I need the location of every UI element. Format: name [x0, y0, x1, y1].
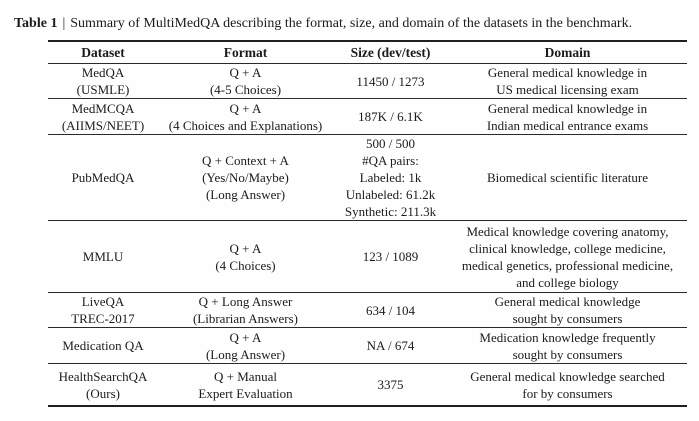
domain-line: Medication knowledge frequently [479, 329, 656, 345]
domain-line: General medical knowledge in [487, 100, 648, 116]
table-caption-text: Summary of MultiMedQA describing the for… [70, 16, 633, 31]
cell-format: Q + Manual Expert Evaluation [158, 368, 333, 402]
cell-size: 3375 [333, 376, 448, 393]
domain-line: General medical knowledge searched [470, 368, 665, 384]
domain-line: and college biology [516, 274, 619, 290]
format-line: (4 Choices and Explanations) [168, 117, 323, 133]
cell-dataset: MedQA (USMLE) [48, 64, 158, 98]
format-line: (Long Answer) [205, 187, 286, 202]
size-line: 500 / 500 [365, 136, 416, 151]
dataset-line: TREC-2017 [71, 311, 135, 326]
format-line: Q + A [229, 240, 262, 256]
cell-size: NA / 674 [333, 337, 448, 354]
column-header-format: Format [223, 45, 268, 60]
size-line: 634 / 104 [365, 302, 416, 318]
cell-domain: Medical knowledge covering anatomy, clini… [448, 223, 687, 291]
size-line: Synthetic: 211.3k [344, 204, 437, 219]
cell-size: 187K / 6.1K [333, 108, 448, 125]
cell-format: Q + Context + A (Yes/No/Maybe) (Long Answe… [158, 152, 333, 203]
size-line: Labeled: 1k [359, 170, 422, 185]
cell-format: Q + Long Answer (Librarian Answers) [158, 293, 333, 327]
table-row: LiveQA TREC-2017 Q + Long Answer (Librarian… [48, 293, 687, 328]
domain-line: Medical knowledge covering anatomy, [466, 223, 669, 239]
domain-line: medical genetics, professional medicine, [461, 257, 674, 273]
table-caption-separator: | [62, 16, 66, 31]
cell-domain: General medical knowledge in Indian medic… [448, 100, 687, 134]
dataset-line: LiveQA [81, 294, 125, 309]
cell-format: Q + A (4 Choices) [158, 240, 333, 274]
format-line: (Yes/No/Maybe) [202, 170, 289, 185]
table-row: MedMCQA (AIIMS/NEET) Q + A (4 Choices and E… [48, 99, 687, 135]
cell-size: 11450 / 1273 [333, 73, 448, 90]
format-line: (4-5 Choices) [209, 82, 282, 97]
cell-size: 634 / 104 [333, 302, 448, 319]
cell-domain: General medical knowledge sought by consu… [448, 293, 687, 327]
format-line: Q + A [229, 329, 262, 345]
size-line: Unlabeled: 61.2k [345, 187, 436, 202]
domain-line: Indian medical entrance exams [486, 117, 649, 133]
cell-dataset: HealthSearchQA (Ours) [48, 368, 158, 402]
dataset-line: PubMedQA [71, 170, 135, 185]
table-header-row: Dataset Format Size (dev/test) Domain [48, 42, 687, 64]
table-row: MedQA (USMLE) Q + A (4-5 Choices) 11450 / 12… [48, 64, 687, 99]
cell-format: Q + A (4 Choices and Explanations) [158, 100, 333, 134]
size-line: 3375 [377, 377, 404, 392]
dataset-line: (AIIMS/NEET) [61, 117, 145, 133]
table-row: HealthSearchQA (Ours) Q + Manual Expert Eva… [48, 364, 687, 405]
domain-line: General medical knowledge in [487, 65, 648, 80]
table-row: PubMedQA Q + Context + A (Yes/No/Maybe) (Lo… [48, 135, 687, 221]
dataset-line: MedMCQA [71, 100, 135, 116]
format-line: Q + A [229, 65, 262, 80]
size-line: 11450 / 1273 [356, 73, 425, 89]
column-header-size: Size (dev/test) [350, 45, 431, 60]
size-line: #QA pairs: [362, 153, 419, 168]
cell-dataset: MedMCQA (AIIMS/NEET) [48, 100, 158, 134]
dataset-line: (USMLE) [76, 82, 130, 97]
format-line: Q + A [229, 100, 262, 116]
column-header-domain: Domain [544, 45, 591, 60]
cell-dataset: PubMedQA [48, 169, 158, 186]
dataset-line: Medication QA [62, 338, 144, 353]
format-line: (Long Answer) [205, 346, 286, 362]
cell-dataset: LiveQA TREC-2017 [48, 293, 158, 327]
table-caption-label: Table 1 [14, 16, 58, 31]
dataset-line: (Ours) [86, 385, 120, 401]
domain-line: US medical licensing exam [496, 82, 639, 97]
domain-line: sought by consumers [512, 311, 623, 326]
domain-line: sought by consumers [512, 346, 623, 362]
table-row: MMLU Q + A (4 Choices) 123 / 1089 Medical kn… [48, 221, 687, 293]
dataset-line: MMLU [82, 249, 124, 264]
format-line: Q + Context + A [202, 153, 289, 168]
dataset-line: MedQA [81, 65, 125, 80]
table-caption: Table 1 | Summary of MultiMedQA describing… [14, 15, 632, 33]
size-line: 123 / 1089 [362, 249, 419, 264]
cell-domain: General medical knowledge searched for by… [448, 368, 687, 402]
dataset-line: HealthSearchQA [58, 368, 148, 384]
datasets-table: Dataset Format Size (dev/test) Domain Me… [48, 40, 687, 407]
cell-domain: Biomedical scientific literature [448, 169, 687, 186]
cell-size: 123 / 1089 [333, 248, 448, 265]
domain-line: for by consumers [522, 385, 613, 401]
cell-domain: General medical knowledge in US medical l… [448, 64, 687, 98]
domain-line: Biomedical scientific literature [487, 170, 648, 185]
size-line: NA / 674 [366, 338, 415, 353]
domain-line: General medical knowledge [494, 294, 641, 309]
cell-dataset: MMLU [48, 248, 158, 265]
cell-size: 500 / 500 #QA pairs: Labeled: 1k Unlabeled:… [333, 135, 448, 220]
column-header-dataset: Dataset [81, 45, 125, 60]
format-line: Q + Long Answer [198, 294, 293, 309]
cell-domain: Medication knowledge frequently sought by… [448, 329, 687, 363]
format-line: (Librarian Answers) [192, 311, 299, 326]
cell-dataset: Medication QA [48, 337, 158, 354]
cell-format: Q + A (Long Answer) [158, 329, 333, 363]
format-line: Q + Manual [214, 368, 277, 384]
domain-line: clinical knowledge, college medicine, [469, 240, 666, 256]
size-line: 187K / 6.1K [358, 109, 423, 124]
table-row: Medication QA Q + A (Long Answer) NA / 674 M… [48, 328, 687, 364]
cell-format: Q + A (4-5 Choices) [158, 64, 333, 98]
format-line: (4 Choices) [215, 257, 276, 273]
format-line: Expert Evaluation [198, 385, 293, 401]
